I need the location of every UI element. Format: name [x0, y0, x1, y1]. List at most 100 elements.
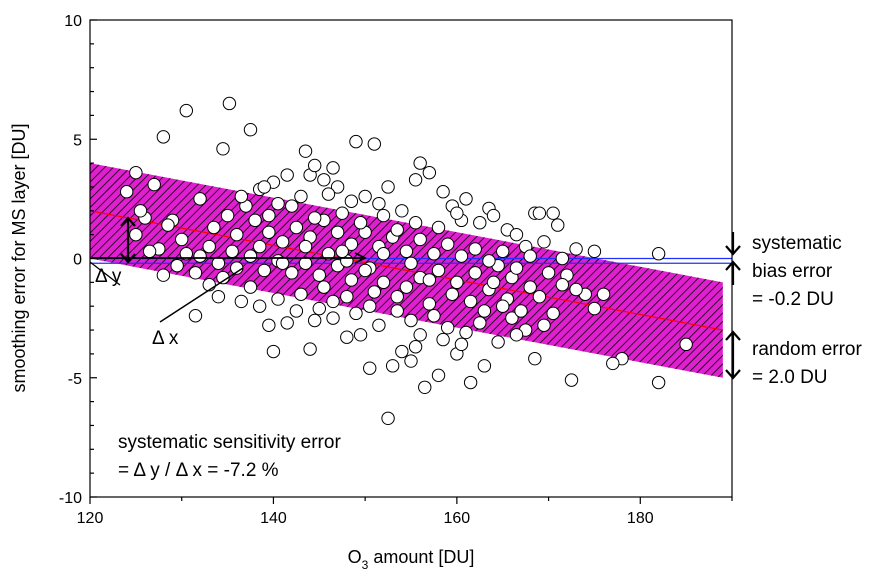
random-error-label: random error: [752, 339, 862, 360]
data-point: [294, 287, 308, 301]
data-point: [473, 216, 487, 230]
data-point: [280, 168, 294, 182]
data-point: [468, 242, 482, 256]
data-point: [555, 278, 570, 292]
data-point: [390, 223, 404, 237]
data-point: [188, 266, 203, 280]
data-point: [326, 294, 340, 309]
data-point: [330, 180, 345, 194]
data-point: [161, 218, 175, 232]
data-point: [271, 196, 285, 211]
data-point: [496, 299, 510, 313]
data-point: [468, 266, 482, 280]
data-point: [496, 244, 510, 259]
data-point: [335, 244, 349, 259]
data-point: [427, 309, 441, 323]
data-point: [491, 335, 505, 349]
data-point: [413, 232, 427, 247]
data-point: [321, 187, 336, 201]
data-point: [528, 351, 542, 366]
axis-ticks: 120 140 160 180 10 5 0 -5 -10: [59, 13, 733, 527]
data-point: [257, 263, 271, 278]
data-point: [514, 304, 528, 318]
data-point: [353, 328, 368, 342]
data-point: [454, 249, 469, 263]
data-point: [349, 306, 363, 321]
data-point: [606, 356, 620, 371]
data-point: [344, 194, 359, 208]
data-point: [546, 206, 560, 220]
data-point: [225, 244, 239, 259]
data-point: [436, 332, 450, 347]
data-point: [546, 306, 560, 321]
data-point: [321, 247, 336, 261]
data-point: [308, 211, 322, 225]
data-point: [358, 263, 372, 278]
x-tick-label: 160: [444, 510, 471, 527]
data-point: [220, 208, 235, 223]
data-point: [285, 199, 299, 213]
data-point: [207, 220, 221, 235]
data-point: [450, 206, 464, 220]
data-point: [651, 375, 666, 390]
data-point: [404, 354, 418, 368]
data-point: [505, 311, 519, 325]
data-point: [257, 180, 271, 194]
data-point: [344, 273, 359, 287]
data-point: [326, 161, 340, 175]
data-point: [408, 340, 423, 354]
data-point: [129, 165, 143, 180]
data-point: [381, 180, 395, 194]
data-point: [179, 247, 194, 261]
data-point: [445, 287, 459, 301]
y-tick-label: -10: [59, 490, 82, 507]
data-point: [285, 266, 299, 280]
data-point: [216, 142, 230, 156]
data-point: [142, 244, 157, 259]
data-point: [147, 177, 161, 192]
data-point: [532, 289, 547, 304]
y-tick-label: 10: [64, 13, 82, 30]
y-tick-label: 5: [73, 132, 82, 149]
data-point: [262, 208, 276, 223]
data-point: [418, 380, 432, 394]
delta-y-arrow: [120, 216, 136, 264]
data-point: [252, 239, 267, 254]
data-point: [234, 189, 249, 204]
data-point: [367, 285, 382, 299]
data-point: [202, 239, 216, 254]
bias-error-arrows: [725, 232, 741, 285]
x-axis-title: O3 amount [DU]: [348, 547, 475, 572]
data-point: [312, 268, 326, 282]
bias-error-value: = -0.2 DU: [752, 289, 834, 310]
data-point: [436, 185, 450, 199]
data-point: [431, 220, 446, 235]
data-point: [390, 304, 404, 318]
data-point: [463, 375, 478, 390]
data-point: [431, 368, 446, 383]
data-point: [230, 227, 244, 242]
data-point: [376, 208, 391, 223]
x-tick-label: 120: [77, 510, 104, 527]
data-point: [349, 134, 363, 149]
data-point: [523, 249, 537, 263]
delta-y-pointer: [89, 261, 121, 286]
bias-error-label-line2: bias error: [752, 261, 833, 282]
data-point: [344, 237, 359, 251]
data-point: [133, 204, 148, 218]
data-point: [564, 373, 579, 387]
data-point: [404, 256, 418, 270]
data-point: [340, 330, 354, 344]
data-point: [537, 318, 551, 332]
bias-error-label-line1: systematic: [752, 233, 842, 254]
data-point: [569, 282, 583, 297]
data-point: [243, 123, 258, 137]
data-point: [408, 173, 423, 187]
data-point: [317, 280, 331, 294]
data-point: [651, 247, 666, 261]
data-point: [431, 263, 446, 278]
data-point: [454, 337, 469, 352]
data-point: [363, 299, 377, 313]
data-point: [175, 232, 189, 247]
data-point: [211, 256, 226, 270]
